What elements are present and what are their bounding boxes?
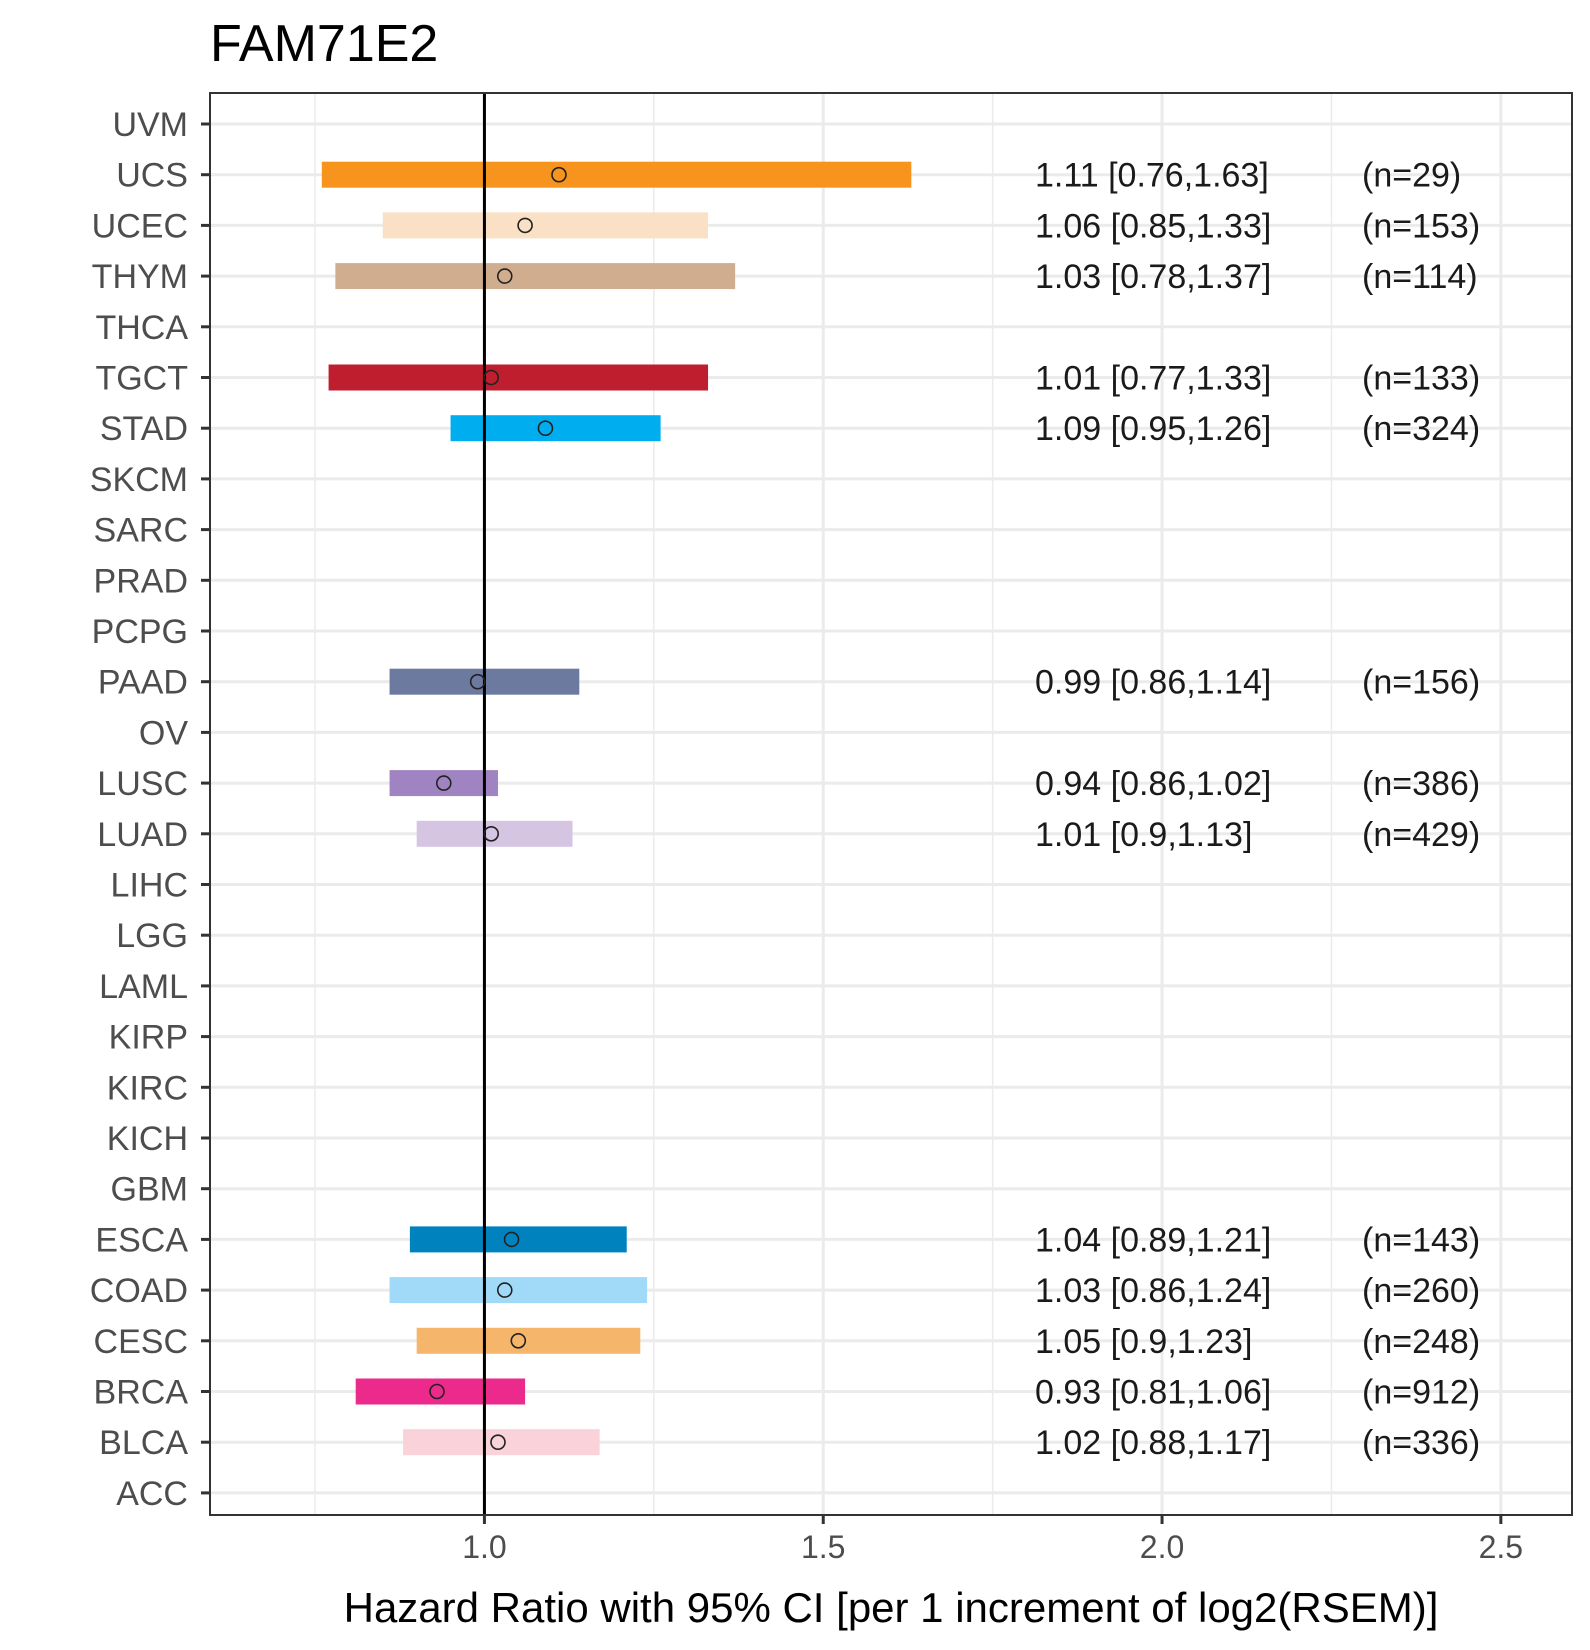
- y-tick-label: LUAD: [97, 816, 188, 854]
- hr-ci-label: 1.05 [0.9,1.23]: [1035, 1323, 1252, 1361]
- y-tick-label: SARC: [94, 512, 188, 550]
- hr-point-ucs: [551, 166, 567, 183]
- hr-point-tgct: [483, 369, 500, 386]
- ci-bar-tgct: [328, 364, 709, 391]
- y-tick-label: TGCT: [95, 360, 188, 398]
- ci-bar-cesc: [416, 1327, 641, 1354]
- hr-point-coad: [496, 1282, 513, 1298]
- y-tick-label: LAML: [99, 968, 188, 1006]
- x-axis-title: Hazard Ratio with 95% CI [per 1 incremen…: [344, 1584, 1439, 1631]
- hr-point-paad: [469, 673, 486, 690]
- sample-size-label: (n=386): [1362, 765, 1480, 803]
- y-tick-label: STAD: [100, 410, 188, 448]
- hr-ci-label: 1.11 [0.76,1.63]: [1035, 157, 1269, 195]
- y-tick-label: LUSC: [97, 765, 188, 803]
- y-tick-label: BLCA: [99, 1424, 188, 1462]
- hr-ci-label: 1.03 [0.78,1.37]: [1035, 258, 1271, 296]
- y-tick-label: SKCM: [90, 461, 188, 499]
- y-tick-label: ESCA: [95, 1221, 188, 1259]
- x-tick-label: 1.5: [801, 1529, 845, 1565]
- sample-size-label: (n=260): [1362, 1272, 1480, 1310]
- y-tick-label: UVM: [112, 106, 188, 144]
- ci-bar-ucs: [321, 161, 912, 188]
- y-tick-label: UCS: [116, 157, 188, 195]
- hr-ci-label: 1.03 [0.86,1.24]: [1035, 1272, 1271, 1310]
- hr-point-thym: [496, 268, 513, 284]
- y-tick-label: KIRP: [109, 1019, 188, 1057]
- hr-point-cesc: [510, 1333, 527, 1349]
- sample-size-label: (n=324): [1362, 410, 1480, 448]
- hr-ci-label: 0.94 [0.86,1.02]: [1035, 765, 1271, 803]
- ci-bar-coad: [389, 1277, 648, 1304]
- sample-size-label: (n=133): [1362, 360, 1480, 398]
- sample-size-label: (n=912): [1362, 1374, 1480, 1412]
- y-tick-label: LIHC: [111, 867, 188, 905]
- hr-point-esca: [503, 1231, 520, 1248]
- y-tick-label: OV: [139, 714, 188, 752]
- hr-ci-label: 1.09 [0.95,1.26]: [1035, 410, 1271, 448]
- y-tick-label: KIRC: [107, 1069, 188, 1107]
- hr-point-luad: [483, 825, 500, 842]
- hr-ci-label: 1.01 [0.77,1.33]: [1035, 360, 1271, 398]
- sample-size-label: (n=429): [1362, 816, 1480, 854]
- sample-size-label: (n=248): [1362, 1323, 1480, 1361]
- panel-border: [209, 92, 1573, 1516]
- y-tick-label: COAD: [90, 1272, 188, 1310]
- hr-ci-label: 0.99 [0.86,1.14]: [1035, 664, 1271, 702]
- y-tick-label: CESC: [94, 1323, 188, 1361]
- hr-ci-label: 1.02 [0.88,1.17]: [1035, 1424, 1271, 1462]
- ci-bar-lusc: [389, 770, 498, 797]
- y-tick-label: UCEC: [92, 207, 188, 245]
- y-tick-label: THCA: [95, 309, 188, 347]
- ci-bar-thym: [335, 263, 736, 290]
- sample-size-label: (n=156): [1362, 664, 1480, 702]
- ci-bar-blca: [403, 1429, 600, 1456]
- ci-bar-brca: [355, 1378, 526, 1405]
- y-tick-label: KICH: [107, 1120, 188, 1158]
- sample-size-label: (n=153): [1362, 207, 1480, 245]
- sample-size-label: (n=143): [1362, 1221, 1480, 1259]
- chart-title: FAM71E2: [210, 15, 439, 73]
- sample-size-label: (n=114): [1362, 258, 1478, 296]
- x-tick-label: 2.0: [1140, 1529, 1184, 1565]
- ci-bar-stad: [450, 415, 661, 442]
- x-tick-label: 2.5: [1479, 1529, 1523, 1565]
- hr-point-brca: [429, 1383, 445, 1400]
- hr-point-ucec: [517, 217, 533, 234]
- hr-point-lusc: [435, 775, 452, 791]
- hr-ci-label: 1.04 [0.89,1.21]: [1035, 1221, 1271, 1259]
- hr-ci-label: 1.06 [0.85,1.33]: [1035, 207, 1271, 245]
- y-tick-label: LGG: [116, 917, 188, 955]
- y-tick-label: PAAD: [98, 664, 188, 702]
- sample-size-label: (n=29): [1362, 157, 1461, 195]
- ci-bar-ucec: [382, 212, 709, 239]
- hr-point-blca: [490, 1434, 506, 1450]
- y-tick-label: BRCA: [94, 1374, 189, 1412]
- hr-point-stad: [537, 420, 554, 437]
- y-tick-label: THYM: [92, 258, 188, 296]
- x-tick-label: 1.0: [462, 1529, 506, 1565]
- sample-size-label: (n=336): [1362, 1424, 1480, 1462]
- y-tick-label: GBM: [111, 1171, 188, 1209]
- y-tick-label: PRAD: [94, 562, 188, 600]
- y-tick-label: PCPG: [92, 613, 188, 651]
- ci-bar-luad: [416, 820, 573, 847]
- hr-ci-label: 0.93 [0.81,1.06]: [1035, 1374, 1271, 1412]
- hr-ci-label: 1.01 [0.9,1.13]: [1035, 816, 1252, 854]
- y-tick-label: ACC: [116, 1475, 188, 1513]
